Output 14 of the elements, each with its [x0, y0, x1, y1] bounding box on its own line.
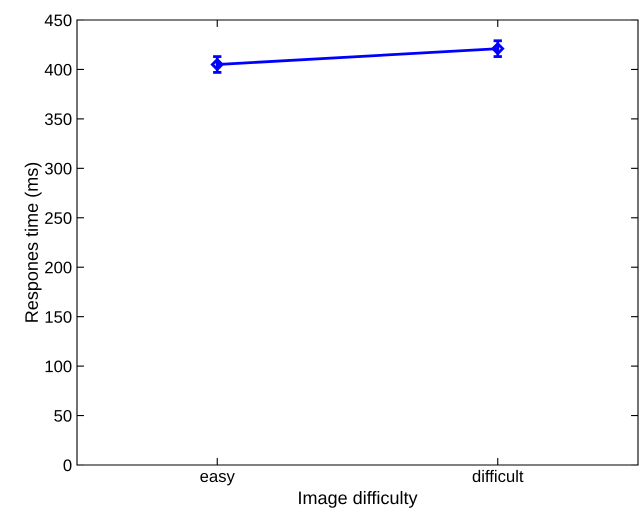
- x-axis-title: Image difficulty: [299, 490, 418, 508]
- y-tick-label: 450: [44, 14, 72, 26]
- y-axis-title: Respones time (ms): [24, 162, 42, 322]
- y-tick-label: 150: [46, 311, 72, 323]
- y-tick-label: 350: [44, 113, 72, 126]
- y-tick-label: 0: [64, 459, 72, 472]
- x-tick-label: difficult: [472, 470, 524, 482]
- y-tick-label: 300: [44, 162, 72, 175]
- y-tick-label: 250: [45, 212, 72, 224]
- y-tick-label: 50: [54, 410, 72, 422]
- y-tick-label: 400: [44, 64, 72, 76]
- x-tick-label: easy: [200, 472, 235, 486]
- y-tick-label: 100: [46, 360, 72, 372]
- y-tick-label: 200: [45, 262, 72, 274]
